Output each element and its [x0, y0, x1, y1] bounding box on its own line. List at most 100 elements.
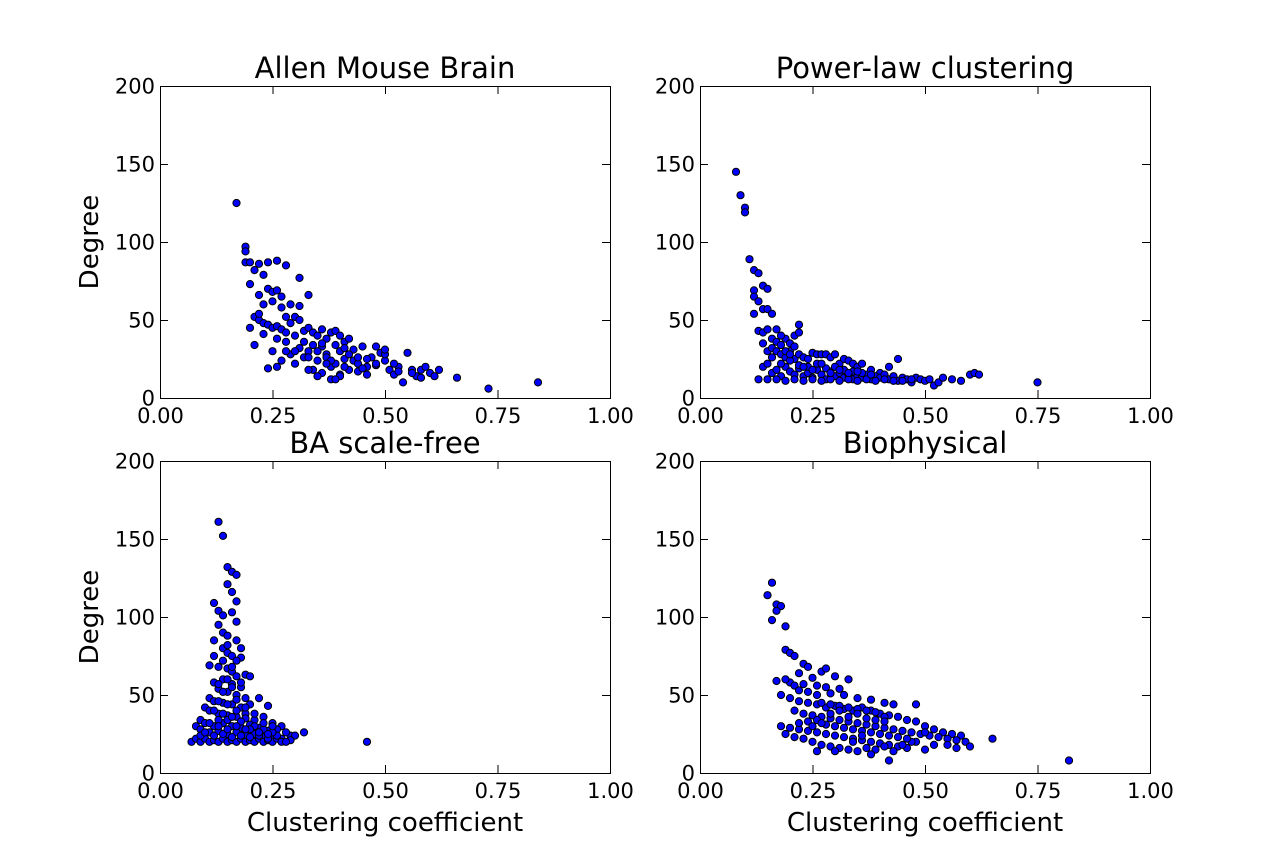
data-point: [263, 258, 273, 267]
data-point: [898, 726, 907, 736]
data-point: [785, 694, 795, 703]
data-point: [844, 368, 853, 378]
y-tick-label: 50: [128, 684, 155, 708]
data-point: [232, 656, 241, 665]
data-point: [407, 368, 417, 378]
data-point: [884, 731, 894, 740]
data-point: [344, 350, 354, 359]
data-point: [272, 362, 282, 371]
data-point: [200, 728, 210, 737]
x-tick-label: 0.75: [1015, 779, 1062, 803]
chart-title: Power-law clustering: [776, 51, 1075, 85]
y-tick-label: 100: [655, 606, 695, 630]
y-tick-label: 200: [115, 450, 155, 474]
data-point: [313, 356, 322, 365]
scatter-panel: 0.00 0.25 0.50 0.75 1.00 0 50 100 150 200 BA scale…: [75, 426, 634, 838]
data-point: [853, 747, 862, 756]
data-point: [214, 680, 223, 689]
data-point: [871, 708, 880, 717]
data-point: [218, 656, 228, 665]
y-tick-label: 50: [668, 309, 695, 333]
data-point: [227, 683, 237, 692]
data-point: [929, 740, 939, 750]
data-point: [920, 728, 930, 737]
data-point: [844, 712, 853, 721]
data-point: [236, 731, 246, 740]
data-point: [893, 733, 903, 742]
y-tick-label: 0: [142, 387, 155, 411]
data-point: [380, 345, 390, 354]
data-point: [745, 255, 754, 264]
data-point: [826, 709, 835, 718]
data-point: [281, 737, 291, 746]
data-point: [362, 737, 372, 746]
data-point: [853, 719, 862, 728]
data-point: [371, 359, 381, 368]
data-point: [848, 737, 858, 746]
data-point: [362, 370, 372, 379]
data-point: [821, 729, 831, 739]
data-point: [322, 359, 331, 368]
data-point: [313, 347, 322, 356]
data-point: [781, 729, 790, 739]
data-point: [281, 347, 291, 356]
data-point: [250, 340, 259, 350]
data-point: [826, 700, 835, 709]
data-point: [907, 728, 916, 737]
data-point: [799, 376, 808, 385]
data-point: [844, 745, 853, 754]
data-point: [848, 725, 858, 734]
data-point: [857, 359, 867, 368]
data-point: [331, 375, 340, 384]
data-point: [340, 344, 349, 353]
data-point: [398, 378, 408, 387]
data-point: [452, 373, 462, 382]
data-point: [830, 350, 840, 359]
y-tick-label: 100: [115, 606, 155, 630]
y-tick-label: 50: [128, 309, 155, 333]
data-point: [839, 723, 849, 732]
data-point: [317, 339, 327, 348]
data-point: [272, 334, 282, 343]
data-point: [758, 339, 768, 348]
data-point: [875, 729, 885, 739]
data-point: [799, 734, 808, 743]
data-point: [857, 731, 867, 740]
y-tick-label: 200: [655, 75, 695, 99]
data-point: [943, 740, 952, 750]
data-point: [772, 325, 781, 334]
scatter-panel: 0.00 0.25 0.50 0.75 1.00 0 50 100 150 200 Power-la…: [655, 51, 1174, 428]
data-point: [772, 375, 781, 384]
x-tick-label: 0.25: [790, 404, 837, 428]
data-point: [920, 745, 930, 754]
x-tick-label: 0.00: [677, 404, 724, 428]
data-point: [254, 728, 264, 737]
data-point: [862, 714, 871, 723]
data-point: [826, 368, 835, 378]
data-point: [227, 712, 237, 721]
y-tick-label: 200: [115, 75, 155, 99]
data-point: [254, 694, 264, 703]
data-point: [209, 731, 219, 740]
data-point: [844, 703, 853, 712]
data-point: [799, 680, 808, 689]
x-tick-label: 1.00: [1127, 404, 1174, 428]
data-point: [236, 678, 246, 687]
data-point: [209, 636, 219, 645]
data-point: [794, 719, 804, 728]
data-point: [749, 309, 759, 318]
data-point: [835, 706, 844, 715]
data-point: [812, 681, 822, 690]
chart-title: Allen Mouse Brain: [255, 51, 516, 85]
x-axis-label: Clustering coefficient: [787, 808, 1063, 838]
data-point: [808, 722, 817, 731]
data-point: [295, 273, 304, 282]
data-point: [835, 715, 844, 725]
x-tick-label: 1.00: [587, 779, 634, 803]
data-point: [808, 737, 817, 746]
data-point: [223, 700, 232, 709]
data-point: [533, 378, 543, 387]
data-point: [331, 340, 340, 350]
data-point: [794, 697, 804, 706]
data-point: [290, 331, 300, 340]
